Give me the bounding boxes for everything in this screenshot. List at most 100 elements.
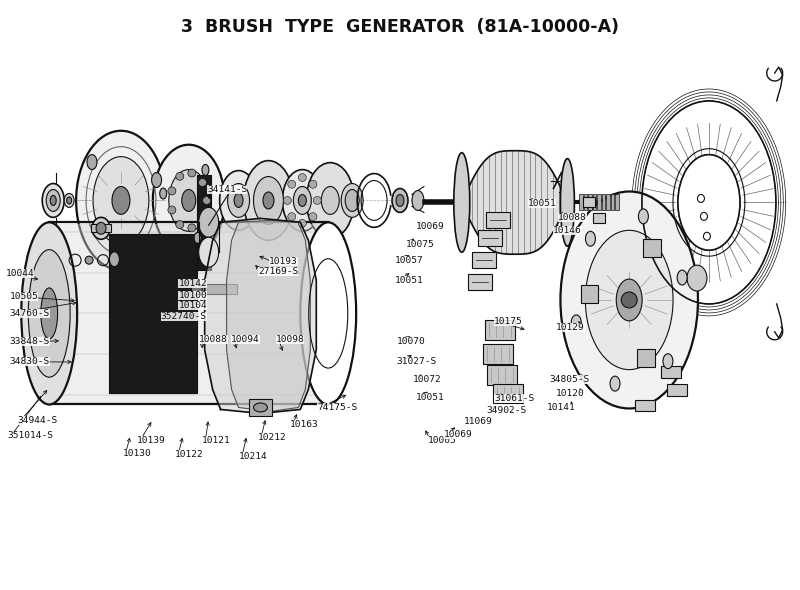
- Circle shape: [288, 181, 296, 188]
- Text: 10088: 10088: [199, 335, 228, 343]
- Ellipse shape: [160, 188, 166, 199]
- Text: 10075: 10075: [406, 240, 434, 249]
- Circle shape: [298, 173, 306, 182]
- Text: 34141-S: 34141-S: [207, 185, 247, 194]
- Bar: [485, 320, 514, 340]
- Ellipse shape: [454, 153, 470, 252]
- Text: 34760-S: 34760-S: [10, 309, 50, 318]
- Ellipse shape: [92, 217, 110, 240]
- Text: 10051: 10051: [527, 199, 556, 208]
- Ellipse shape: [342, 183, 363, 217]
- Text: 10100: 10100: [178, 290, 207, 300]
- Text: 10120: 10120: [556, 389, 585, 398]
- Circle shape: [188, 169, 196, 177]
- Ellipse shape: [22, 222, 77, 405]
- Text: 10142: 10142: [178, 278, 207, 288]
- Bar: [594, 214, 606, 224]
- Circle shape: [288, 212, 296, 221]
- Ellipse shape: [571, 315, 582, 330]
- Text: 10057: 10057: [395, 257, 424, 266]
- Ellipse shape: [638, 209, 648, 224]
- Circle shape: [314, 196, 322, 204]
- Ellipse shape: [93, 157, 149, 244]
- Text: 10130: 10130: [122, 449, 151, 458]
- Polygon shape: [50, 224, 327, 402]
- Ellipse shape: [254, 176, 283, 224]
- Circle shape: [176, 221, 184, 228]
- Bar: [602, 195, 606, 211]
- Ellipse shape: [28, 250, 70, 377]
- Ellipse shape: [254, 403, 267, 412]
- Circle shape: [309, 181, 317, 188]
- Ellipse shape: [76, 131, 166, 270]
- Ellipse shape: [64, 194, 74, 208]
- Ellipse shape: [687, 265, 707, 291]
- Ellipse shape: [561, 159, 574, 246]
- Text: 10146: 10146: [553, 226, 582, 235]
- Ellipse shape: [282, 169, 322, 231]
- Text: 352740-S: 352740-S: [161, 312, 207, 320]
- Text: 10175: 10175: [494, 317, 523, 326]
- Text: 11069: 11069: [464, 417, 493, 427]
- Bar: [637, 349, 655, 366]
- Circle shape: [298, 219, 306, 227]
- Ellipse shape: [46, 189, 60, 211]
- Ellipse shape: [586, 231, 595, 246]
- Circle shape: [198, 179, 206, 186]
- Bar: [579, 195, 583, 211]
- Ellipse shape: [112, 186, 130, 214]
- Ellipse shape: [234, 194, 243, 208]
- Circle shape: [191, 284, 202, 294]
- Bar: [468, 274, 492, 290]
- Text: 31061-S: 31061-S: [494, 394, 534, 403]
- Ellipse shape: [345, 189, 359, 211]
- Text: 10044: 10044: [6, 270, 34, 278]
- Text: 10051: 10051: [416, 394, 445, 402]
- Ellipse shape: [412, 191, 424, 211]
- Bar: [667, 384, 687, 395]
- Ellipse shape: [198, 237, 218, 267]
- Ellipse shape: [202, 165, 209, 175]
- Ellipse shape: [263, 192, 274, 209]
- Text: 10088: 10088: [558, 213, 586, 222]
- Ellipse shape: [294, 186, 311, 214]
- Text: 10094: 10094: [231, 335, 260, 343]
- Text: 10129: 10129: [556, 323, 585, 332]
- Bar: [482, 344, 513, 363]
- Ellipse shape: [322, 186, 339, 214]
- Ellipse shape: [396, 195, 404, 206]
- Text: 10072: 10072: [413, 375, 442, 384]
- Bar: [610, 195, 614, 211]
- Text: 10051: 10051: [395, 276, 424, 286]
- Ellipse shape: [198, 208, 218, 237]
- Bar: [472, 252, 496, 268]
- Text: 10005: 10005: [428, 436, 457, 445]
- Ellipse shape: [153, 145, 225, 256]
- Ellipse shape: [586, 230, 673, 370]
- Text: 34944-S: 34944-S: [18, 416, 58, 425]
- Ellipse shape: [220, 171, 258, 230]
- Text: 34902-S: 34902-S: [486, 405, 526, 415]
- Text: 10069: 10069: [444, 430, 473, 440]
- Text: 10070: 10070: [397, 337, 426, 346]
- Bar: [493, 384, 522, 404]
- Bar: [584, 195, 587, 211]
- Bar: [581, 286, 598, 303]
- Text: 10104: 10104: [178, 301, 207, 310]
- Circle shape: [176, 172, 184, 181]
- Ellipse shape: [194, 232, 201, 243]
- Ellipse shape: [243, 160, 294, 240]
- Text: 10141: 10141: [546, 403, 575, 412]
- Ellipse shape: [228, 183, 250, 217]
- Text: 34830-S: 34830-S: [10, 358, 50, 366]
- Polygon shape: [205, 218, 316, 414]
- Ellipse shape: [110, 252, 119, 267]
- Ellipse shape: [300, 222, 356, 405]
- Bar: [643, 239, 661, 257]
- Bar: [686, 211, 702, 221]
- Ellipse shape: [85, 256, 93, 264]
- Bar: [588, 195, 592, 211]
- Ellipse shape: [392, 188, 408, 212]
- Text: 74175-S: 74175-S: [317, 403, 358, 412]
- Polygon shape: [678, 155, 740, 250]
